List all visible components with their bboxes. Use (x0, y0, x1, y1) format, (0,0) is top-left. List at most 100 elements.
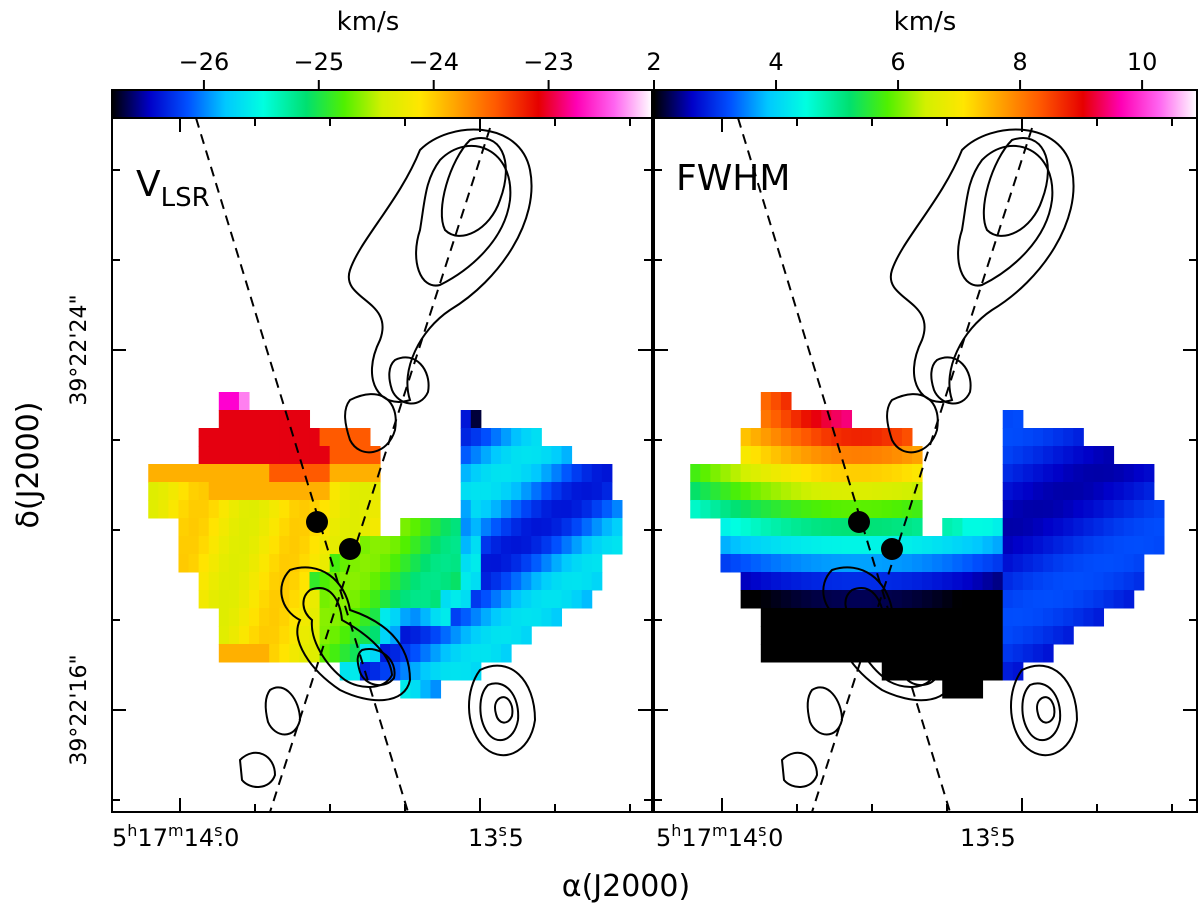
fwhm-cell (1143, 482, 1155, 501)
source-marker (339, 538, 361, 560)
vlsr-cell (218, 518, 230, 537)
fwhm-cell (861, 500, 873, 519)
fwhm-cell (871, 482, 883, 501)
fwhm-cell (791, 464, 802, 483)
vlsr-cell (460, 590, 472, 609)
vlsr-cell (259, 518, 270, 537)
axis-ticks (112, 118, 1197, 812)
fwhm-cell (1093, 482, 1105, 501)
fwhm-cell (750, 518, 762, 537)
fwhm-cell (1032, 572, 1044, 591)
vlsr-cell (541, 554, 552, 573)
vlsr-cell (611, 500, 623, 519)
vlsr-cell (480, 626, 492, 645)
fwhm-cell (1053, 626, 1064, 645)
fwhm-cell (750, 482, 762, 501)
fwhm-cell (901, 464, 913, 483)
vlsr-cell (319, 572, 331, 591)
fwhm-cell (740, 536, 752, 555)
vlsr-cell (238, 626, 250, 645)
panel-label-vlsr: VLSR (136, 164, 210, 213)
vlsr-cell (420, 608, 431, 627)
vlsr-cell (319, 428, 331, 447)
fwhm-cell (1143, 464, 1155, 483)
vlsr-cell (359, 500, 371, 519)
vlsr-cell (470, 428, 482, 447)
vlsr-cell (420, 554, 431, 573)
contour (280, 566, 412, 702)
fwhm-cell (740, 500, 752, 519)
vlsr-cell (249, 518, 260, 537)
fwhm-cell (871, 554, 883, 573)
vlsr-cell (521, 500, 532, 519)
fwhm-cell (770, 392, 782, 411)
vlsr-cell (551, 536, 563, 555)
fwhm-cell (1012, 644, 1024, 663)
fwhm-cell (690, 482, 701, 501)
fwhm-cell (1002, 518, 1014, 537)
vlsr-cell (238, 500, 250, 519)
vlsr-cell (501, 428, 512, 447)
fwhm-cell (740, 554, 752, 573)
vlsr-cell (279, 572, 290, 591)
fwhm-cell (1043, 446, 1054, 465)
fwhm-cell (780, 518, 792, 537)
vlsr-cell (218, 428, 230, 447)
vlsr-cell (148, 500, 159, 519)
fwhm-cell (740, 482, 752, 501)
vlsr-cell (289, 536, 300, 555)
x-tick-right-13: 13s.5 (960, 821, 1016, 852)
vlsr-cell (208, 590, 220, 609)
vlsr-cell (511, 626, 522, 645)
vlsr-cell (359, 446, 371, 465)
vlsr-cell (299, 536, 311, 555)
fwhm-cell (871, 536, 883, 555)
vlsr-cell (269, 410, 280, 429)
fwhm-cell (1113, 464, 1125, 483)
fwhm-cell (780, 392, 792, 411)
fwhm-cell (750, 428, 762, 447)
vlsr-cell (581, 464, 593, 483)
fwhm-cell (1103, 482, 1115, 501)
contour (344, 393, 397, 454)
fwhm-cell (720, 536, 732, 555)
vlsr-cell (450, 608, 462, 627)
fwhm-cell (881, 590, 893, 609)
fwhm-cell (1043, 482, 1054, 501)
fwhm-cell (780, 500, 792, 519)
fwhm-cell (912, 644, 923, 663)
panel-fwhm-frame (653, 117, 1198, 813)
fwhm-cell (992, 518, 1004, 537)
vlsr-cell (269, 446, 280, 465)
vlsr-cell (420, 680, 431, 699)
vlsr-cell (339, 518, 351, 537)
vlsr-cell (289, 410, 300, 429)
vlsr-cell (571, 536, 583, 555)
vlsr-cell (198, 590, 210, 609)
fwhm-cell (871, 500, 883, 519)
vlsr-cell (430, 680, 442, 699)
fwhm-cell (1002, 536, 1014, 555)
fwhm-cell (821, 572, 832, 591)
fwhm-cell (982, 644, 994, 663)
fwhm-cell (962, 680, 973, 699)
vlsr-cell (259, 644, 270, 663)
fwhm-cell (962, 536, 973, 555)
fwhm-cell (831, 446, 842, 465)
vlsr-cell (501, 608, 512, 627)
vlsr-cell (450, 518, 462, 537)
vlsr-cell (390, 644, 401, 663)
fwhm-cell (1053, 608, 1064, 627)
fwhm-cell (982, 554, 994, 573)
fwhm-cell (1053, 482, 1064, 501)
vlsr-cell (390, 554, 401, 573)
fwhm-cell (952, 608, 963, 627)
fwhm-cell (851, 446, 863, 465)
vlsr-cell (400, 662, 411, 681)
fwhm-cell (841, 446, 853, 465)
fwhm-cell (1103, 518, 1115, 537)
vlsr-cell (370, 554, 381, 573)
vlsr-cell (319, 536, 331, 555)
fwhm-cell (1012, 626, 1024, 645)
vlsr-cell (339, 644, 351, 663)
